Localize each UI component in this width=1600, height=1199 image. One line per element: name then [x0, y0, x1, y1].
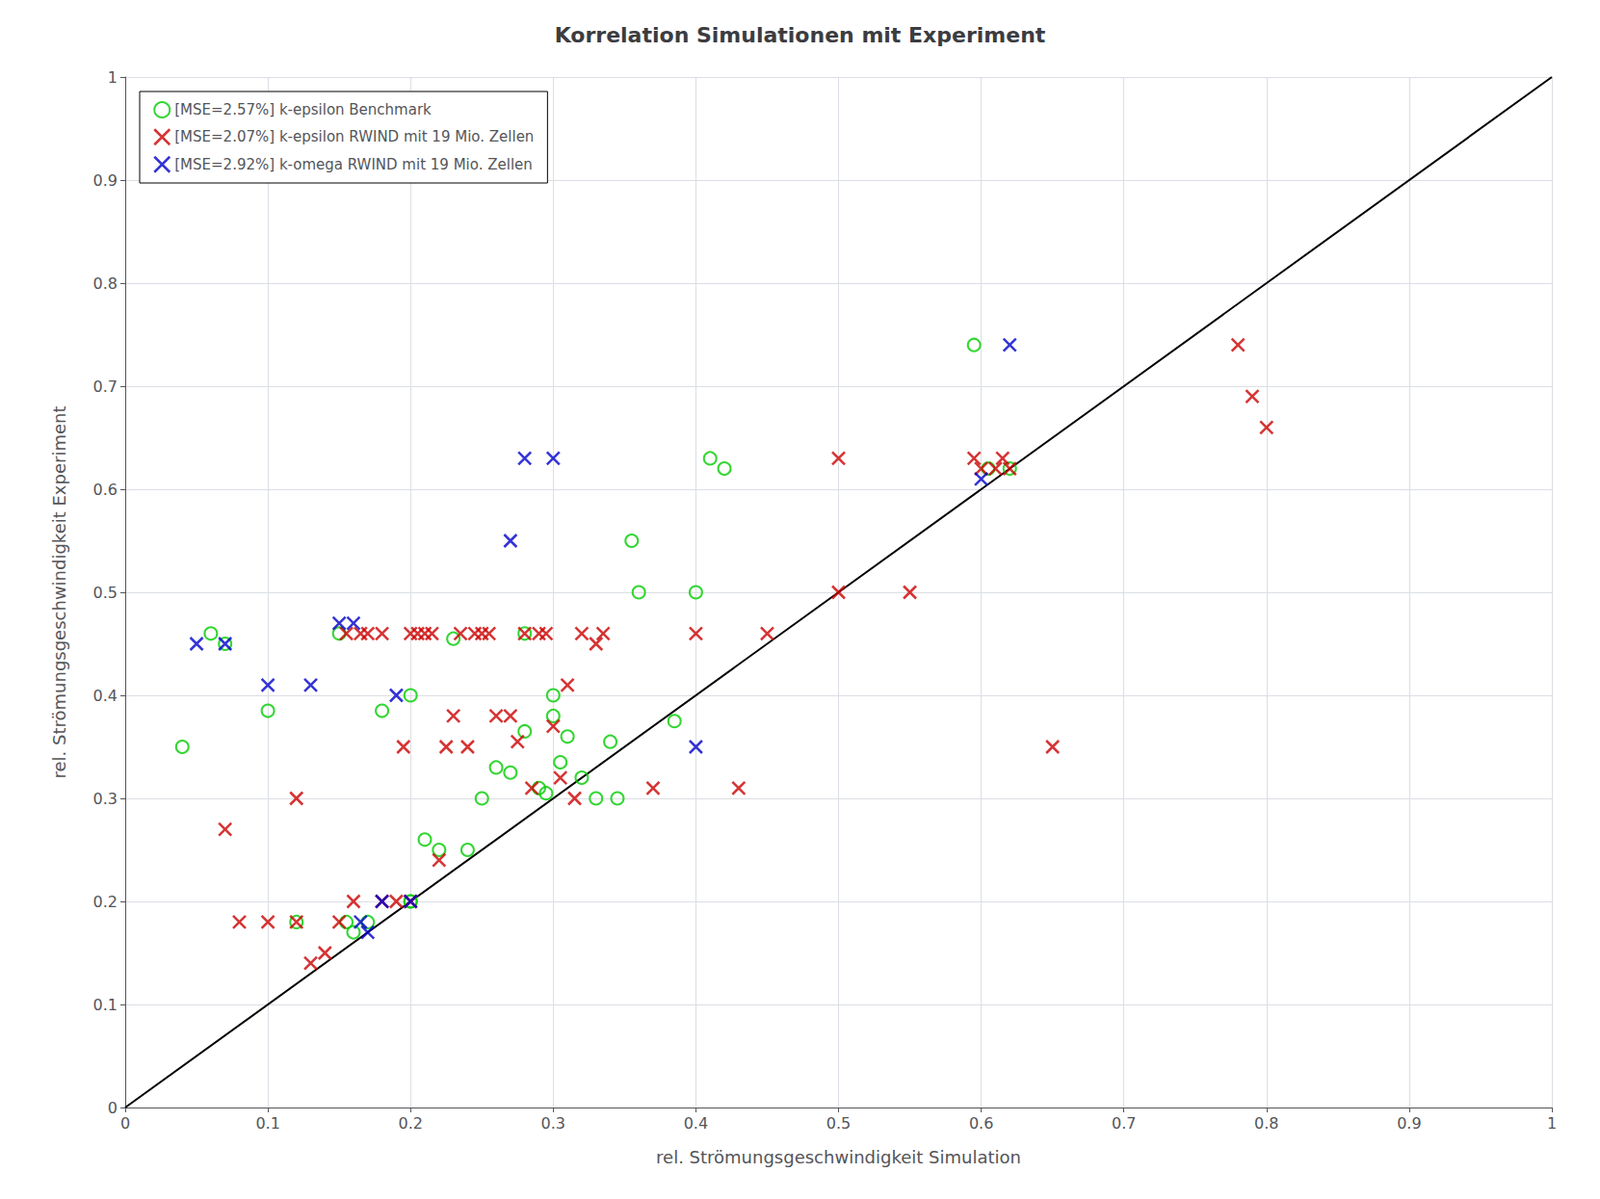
- svg-text:0.5: 0.5: [93, 583, 118, 603]
- svg-text:[MSE=2.07%] k-epsilon RWIND mi: [MSE=2.07%] k-epsilon RWIND mit 19 Mio. …: [174, 128, 534, 146]
- svg-text:0.4: 0.4: [683, 1114, 709, 1133]
- svg-text:0.9: 0.9: [1396, 1114, 1421, 1133]
- svg-text:0.7: 0.7: [1111, 1114, 1136, 1133]
- svg-text:rel. Strömungsgeschwindigkeit: rel. Strömungsgeschwindigkeit Simulation: [655, 1147, 1022, 1168]
- svg-text:0.8: 0.8: [1254, 1114, 1279, 1133]
- svg-text:0.9: 0.9: [93, 171, 118, 190]
- svg-text:1: 1: [1547, 1114, 1557, 1133]
- svg-text:0: 0: [120, 1114, 131, 1133]
- svg-text:[MSE=2.92%] k-omega RWIND mit: [MSE=2.92%] k-omega RWIND mit 19 Mio. Ze…: [174, 156, 533, 174]
- svg-text:[MSE=2.57%] k-epsilon Benchmar: [MSE=2.57%] k-epsilon Benchmark: [174, 101, 432, 119]
- svg-text:0.2: 0.2: [397, 1114, 422, 1133]
- svg-text:0.3: 0.3: [541, 1114, 566, 1133]
- svg-text:0.1: 0.1: [93, 996, 118, 1015]
- svg-text:0.5: 0.5: [826, 1114, 851, 1133]
- svg-text:0.6: 0.6: [93, 480, 118, 499]
- svg-text:1: 1: [107, 68, 118, 87]
- svg-text:Korrelation Simulationen mit E: Korrelation Simulationen mit Experiment: [554, 23, 1047, 48]
- svg-text:0.1: 0.1: [255, 1114, 280, 1133]
- svg-text:0.8: 0.8: [93, 274, 118, 293]
- svg-text:0.7: 0.7: [93, 377, 118, 396]
- svg-text:rel. Strömungsgeschwindigkeit: rel. Strömungsgeschwindigkeit Experiment: [49, 406, 70, 780]
- svg-text:0.6: 0.6: [969, 1114, 994, 1133]
- svg-text:0: 0: [107, 1099, 118, 1118]
- svg-text:0.2: 0.2: [93, 892, 118, 912]
- svg-text:0.4: 0.4: [93, 686, 118, 706]
- svg-text:0.3: 0.3: [93, 789, 118, 809]
